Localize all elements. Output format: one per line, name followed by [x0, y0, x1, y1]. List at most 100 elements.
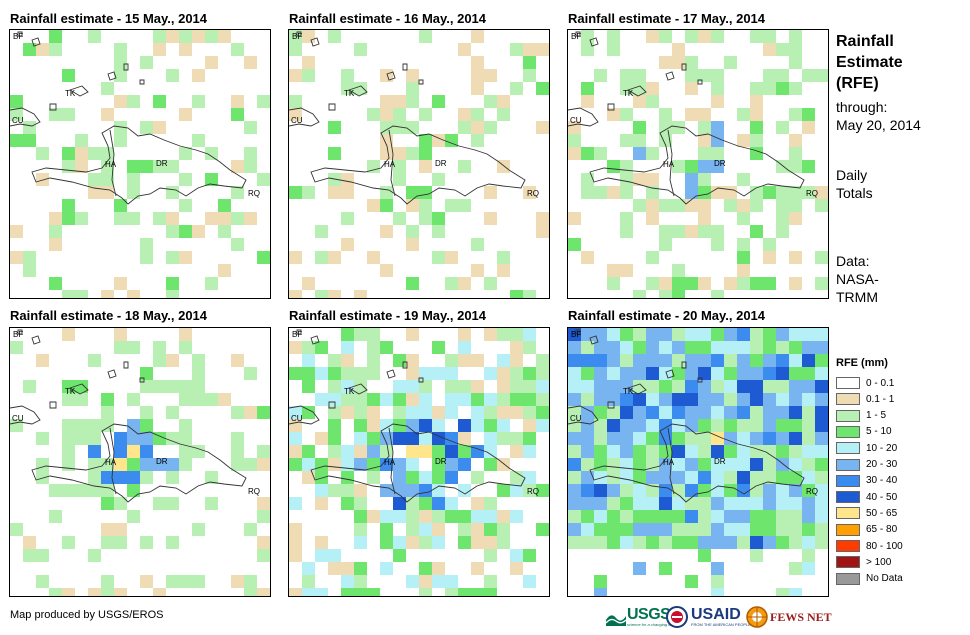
rainfall-cell: [789, 56, 802, 69]
rainfall-cell: [802, 510, 815, 523]
rainfall-cell: [75, 134, 88, 147]
rainfall-cell: [750, 497, 763, 510]
rainfall-cell: [763, 69, 776, 82]
rainfall-cell: [633, 406, 646, 419]
rainfall-cell: [802, 354, 815, 367]
rainfall-cell: [737, 393, 750, 406]
rainfall-cell: [406, 121, 419, 134]
rainfall-cell: [581, 458, 594, 471]
rainfall-cell: [231, 406, 244, 419]
rainfall-cell: [140, 251, 153, 264]
island-coastline: [17, 329, 23, 335]
rainfall-cell: [127, 432, 140, 445]
rainfall-cell: [815, 497, 828, 510]
rainfall-cell: [750, 523, 763, 536]
rainfall-cell: [594, 147, 607, 160]
rainfall-cell: [75, 393, 88, 406]
rainfall-cell: [737, 497, 750, 510]
rainfall-cell: [685, 484, 698, 497]
rainfall-cell: [633, 290, 646, 298]
rainfall-cell: [36, 549, 49, 562]
rainfall-cell: [315, 341, 328, 354]
rainfall-cell: [594, 575, 607, 588]
map-label-dr: DR: [714, 159, 726, 168]
rainfall-cell: [568, 212, 581, 225]
rainfall-cell: [536, 367, 549, 380]
rainfall-cell: [354, 367, 367, 380]
rainfall-cell: [302, 277, 315, 290]
rainfall-cell: [328, 406, 341, 419]
rainfall-cell: [646, 497, 659, 510]
rainfall-cell: [484, 523, 497, 536]
rainfall-cell: [737, 484, 750, 497]
rainfall-cell: [354, 484, 367, 497]
rainfall-cell: [341, 380, 354, 393]
rainfall-cell: [497, 95, 510, 108]
rainfall-cell: [393, 497, 406, 510]
rainfall-cell: [581, 251, 594, 264]
rainfall-cell: [802, 471, 815, 484]
rainfall-cell: [367, 251, 380, 264]
rainfall-cell: [23, 251, 36, 264]
map-label-tk: TK: [65, 387, 76, 396]
legend-item: 20 - 30: [836, 458, 897, 472]
rainfall-cell: [698, 484, 711, 497]
rainfall-cell: [484, 406, 497, 419]
rainfall-cell: [750, 367, 763, 380]
rainfall-cell: [231, 186, 244, 199]
rainfall-cell: [406, 277, 419, 290]
rainfall-cell: [698, 30, 711, 43]
rainfall-cell: [484, 69, 497, 82]
rainfall-cell: [497, 367, 510, 380]
rainfall-cell: [445, 134, 458, 147]
rainfall-cell: [192, 354, 205, 367]
rainfall-cell: [789, 251, 802, 264]
rainfall-map-19-may: BF CU TK HA DR RQ: [288, 327, 550, 597]
map-label-cu: CU: [570, 116, 582, 125]
haiti-dr-border: [667, 129, 675, 197]
rainfall-cell: [302, 380, 315, 393]
rainfall-cell: [153, 212, 166, 225]
map-label-dr: DR: [435, 457, 447, 466]
rainfall-cell: [672, 367, 685, 380]
rainfall-cell: [458, 523, 471, 536]
rainfall-cell: [127, 419, 140, 432]
rainfall-cell: [380, 523, 393, 536]
rainfall-cell: [354, 380, 367, 393]
rainfall-cell: [685, 432, 698, 445]
rainfall-cell: [10, 108, 23, 121]
rainfall-cell: [419, 147, 432, 160]
rainfall-cell: [607, 432, 620, 445]
through-date: May 20, 2014: [836, 117, 921, 133]
rainfall-cell: [393, 380, 406, 393]
rainfall-cell: [432, 419, 445, 432]
rainfall-cell: [581, 393, 594, 406]
rainfall-cell: [815, 277, 828, 290]
rainfall-cell: [815, 471, 828, 484]
rainfall-cell: [724, 484, 737, 497]
rainfall-cell: [594, 367, 607, 380]
rainfall-cell: [23, 549, 36, 562]
rainfall-cell: [711, 523, 724, 536]
rainfall-cell: [328, 458, 341, 471]
hispaniola-coastline: [31, 125, 247, 205]
island-coastline: [418, 79, 424, 85]
rainfall-cell: [166, 251, 179, 264]
island-coastline: [575, 31, 581, 37]
rainfall-cell: [523, 484, 536, 497]
rainfall-cell: [432, 367, 445, 380]
rainfall-cell: [341, 497, 354, 510]
rainfall-cell: [341, 186, 354, 199]
rainfall-cell: [737, 199, 750, 212]
rainfall-cell: [698, 536, 711, 549]
rainfall-cell: [10, 523, 23, 536]
rainfall-cell: [802, 121, 815, 134]
island-coastline: [665, 71, 675, 81]
rainfall-cell: [205, 56, 218, 69]
rainfall-cell: [802, 549, 815, 562]
rainfall-cell: [302, 458, 315, 471]
rainfall-cell: [672, 406, 685, 419]
rainfall-cell: [140, 238, 153, 251]
rainfall-cell: [88, 354, 101, 367]
rainfall-cell: [471, 510, 484, 523]
